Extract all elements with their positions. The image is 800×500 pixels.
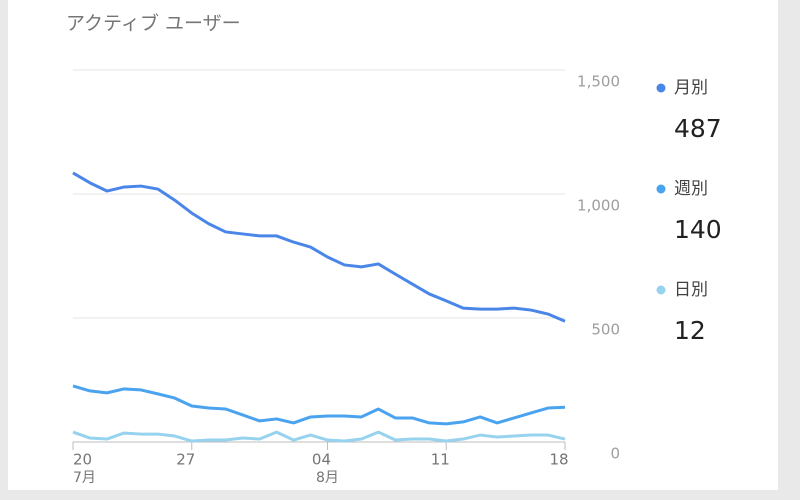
card (8, 0, 778, 490)
legend-label: 週別 (674, 179, 708, 199)
x-group-label: 8月 (316, 470, 339, 486)
series-line (72, 171, 566, 323)
y-tick-label: 500 (591, 321, 620, 339)
x-tick-label: 04 (312, 451, 331, 469)
series-line (72, 430, 566, 443)
series-line (72, 384, 566, 426)
x-group-label: 7月 (73, 470, 96, 486)
y-tick-label: 1,500 (577, 73, 620, 91)
legend-value: 140 (674, 215, 722, 244)
y-tick-label: 1,000 (577, 197, 620, 215)
legend-value: 487 (674, 114, 722, 143)
legend-label: 月別 (674, 78, 708, 98)
x-tick-label: 20 (73, 451, 92, 469)
x-tick-label: 18 (549, 451, 568, 469)
x-tick-label: 11 (431, 451, 450, 469)
legend-dot (656, 83, 666, 93)
legend-dot (656, 184, 666, 194)
legend-value: 12 (674, 316, 706, 345)
y-tick-label: 0 (610, 445, 620, 463)
legend-dot (656, 285, 666, 295)
legend-label: 日別 (674, 280, 708, 300)
x-tick-label: 27 (176, 451, 195, 469)
card-title: アクティブ ユーザー (66, 12, 241, 35)
